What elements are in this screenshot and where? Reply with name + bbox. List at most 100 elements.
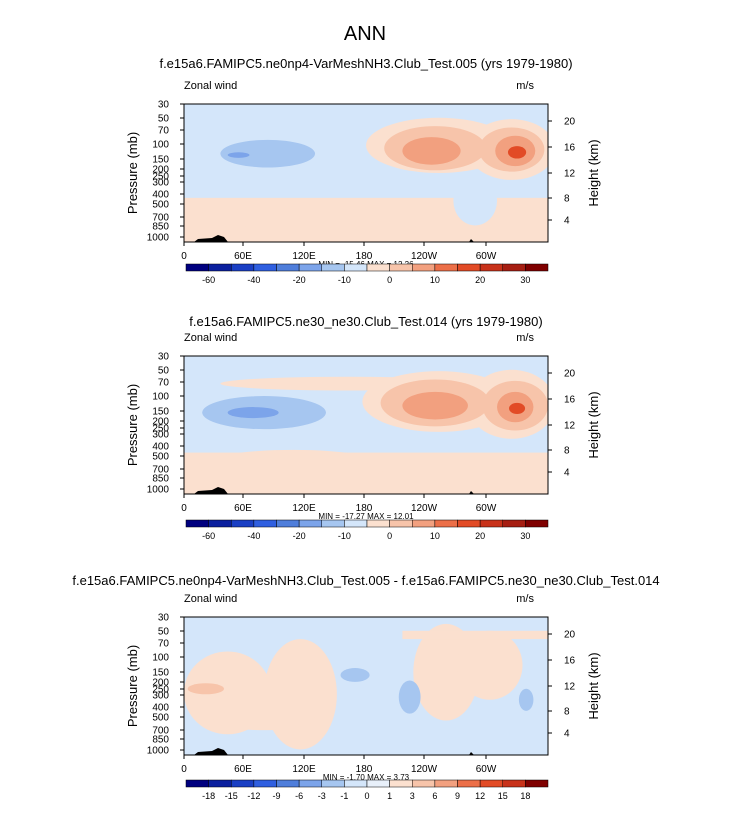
pressure-tick-label: 250 xyxy=(152,424,169,435)
longitude-tick-label: 0 xyxy=(181,503,187,514)
colorbar-swatch xyxy=(457,263,481,272)
colorbar-swatch xyxy=(525,263,549,272)
colorbar-label: -1 xyxy=(340,791,348,801)
colorbar-swatch xyxy=(344,263,368,272)
topography-andes xyxy=(469,752,474,755)
wind-region xyxy=(509,402,526,414)
height-axis-label: Height (km) xyxy=(586,652,601,719)
colorbar-label: -60 xyxy=(202,531,215,541)
colorbar-swatch xyxy=(298,779,322,788)
colorbar-swatch xyxy=(185,519,209,528)
pressure-axis-label: Pressure (mb) xyxy=(125,132,140,214)
min-max-label: MIN = -17.27 MAX = 12.01 xyxy=(318,512,414,521)
colorbar-swatch xyxy=(479,519,503,528)
pressure-tick-label: 850 xyxy=(152,474,169,485)
colorbar-swatch xyxy=(276,779,300,788)
wind-region xyxy=(518,688,534,711)
colorbar-label: 0 xyxy=(387,275,392,285)
units-label: m/s xyxy=(516,593,534,605)
wind-region xyxy=(402,391,468,420)
colorbar-swatch xyxy=(298,263,322,272)
pressure-tick-label: 1000 xyxy=(147,746,170,757)
height-tick-label: 20 xyxy=(564,117,576,128)
colorbar-swatch xyxy=(276,263,300,272)
colorbar-swatch xyxy=(366,519,390,528)
pressure-tick-label: 70 xyxy=(158,378,170,389)
pressure-tick-label: 500 xyxy=(152,200,169,211)
colorbar-label: 15 xyxy=(498,791,508,801)
topography-andes xyxy=(469,239,474,242)
colorbar-swatch xyxy=(344,779,368,788)
pressure-tick-label: 70 xyxy=(158,126,170,137)
colorbar-swatch xyxy=(253,779,277,788)
colorbar-swatch xyxy=(253,519,277,528)
pressure-tick-label: 700 xyxy=(152,213,169,224)
colorbar-label: -60 xyxy=(202,275,215,285)
longitude-tick-label: 60W xyxy=(476,503,497,514)
longitude-tick-label: 60W xyxy=(476,764,497,775)
colorbar-swatch xyxy=(434,263,458,272)
colorbar-label: -12 xyxy=(247,791,260,801)
pressure-tick-label: 300 xyxy=(152,178,169,189)
wind-region xyxy=(264,639,337,750)
pressure-tick-label: 1000 xyxy=(147,485,170,496)
wind-region xyxy=(402,137,461,165)
colorbar-label: -18 xyxy=(202,791,215,801)
topography-africa xyxy=(194,235,228,242)
wind-field xyxy=(184,623,548,755)
colorbar-swatch xyxy=(276,519,300,528)
colorbar-swatch xyxy=(389,263,413,272)
height-axis-label: Height (km) xyxy=(586,139,601,206)
longitude-tick-label: 180 xyxy=(356,764,373,775)
pressure-tick-label: 400 xyxy=(152,442,169,453)
colorbar-label: -10 xyxy=(338,275,351,285)
longitude-tick-label: 120E xyxy=(292,764,316,775)
pressure-tick-label: 700 xyxy=(152,465,169,476)
pressure-tick-label: 200 xyxy=(152,165,169,176)
colorbar-swatch xyxy=(231,779,255,788)
longitude-tick-label: 120W xyxy=(411,764,438,775)
panel-3: f.e15a6.FAMIPC5.ne0np4-VarMeshNH3.Club_T… xyxy=(72,573,659,801)
left-label: Zonal wind xyxy=(184,80,237,92)
colorbar-swatch xyxy=(457,779,481,788)
wind-region xyxy=(457,630,523,700)
height-tick-label: 4 xyxy=(564,468,570,479)
colorbar-swatch xyxy=(208,263,232,272)
topography-africa xyxy=(194,487,228,494)
wind-region xyxy=(453,175,498,226)
colorbar-label: -3 xyxy=(318,791,326,801)
pressure-tick-label: 850 xyxy=(152,735,169,746)
wind-field xyxy=(184,369,548,494)
colorbar-label: -20 xyxy=(293,275,306,285)
height-tick-label: 4 xyxy=(564,216,570,227)
page-title: ANN xyxy=(344,23,386,45)
longitude-tick-label: 120E xyxy=(292,251,316,262)
longitude-tick-label: 60W xyxy=(476,251,497,262)
colorbar-label: 3 xyxy=(410,791,415,801)
colorbar-label: 20 xyxy=(475,531,485,541)
pressure-axis-label: Pressure (mb) xyxy=(125,384,140,466)
colorbar-swatch xyxy=(321,263,345,272)
pressure-tick-label: 50 xyxy=(158,627,170,638)
colorbar-label: 18 xyxy=(520,791,530,801)
pressure-tick-label: 50 xyxy=(158,366,170,377)
wind-region xyxy=(507,146,527,159)
colorbar-label: 30 xyxy=(520,275,530,285)
colorbar-swatch xyxy=(208,519,232,528)
colorbar-label: -20 xyxy=(293,531,306,541)
pressure-tick-label: 200 xyxy=(152,417,169,428)
height-tick-label: 12 xyxy=(564,421,576,432)
colorbar-label: -15 xyxy=(225,791,238,801)
pressure-tick-label: 500 xyxy=(152,713,169,724)
longitude-tick-label: 0 xyxy=(181,764,187,775)
colorbar-label: 20 xyxy=(475,275,485,285)
longitude-tick-label: 180 xyxy=(356,503,373,514)
colorbar-swatch xyxy=(253,263,277,272)
min-max-label: MIN = -1.70 MAX = 3.73 xyxy=(323,773,410,782)
pressure-tick-label: 150 xyxy=(152,155,169,166)
topography-andes xyxy=(469,491,474,494)
pressure-tick-label: 700 xyxy=(152,726,169,737)
colorbar-label: -9 xyxy=(272,791,280,801)
colorbar-label: -10 xyxy=(338,531,351,541)
